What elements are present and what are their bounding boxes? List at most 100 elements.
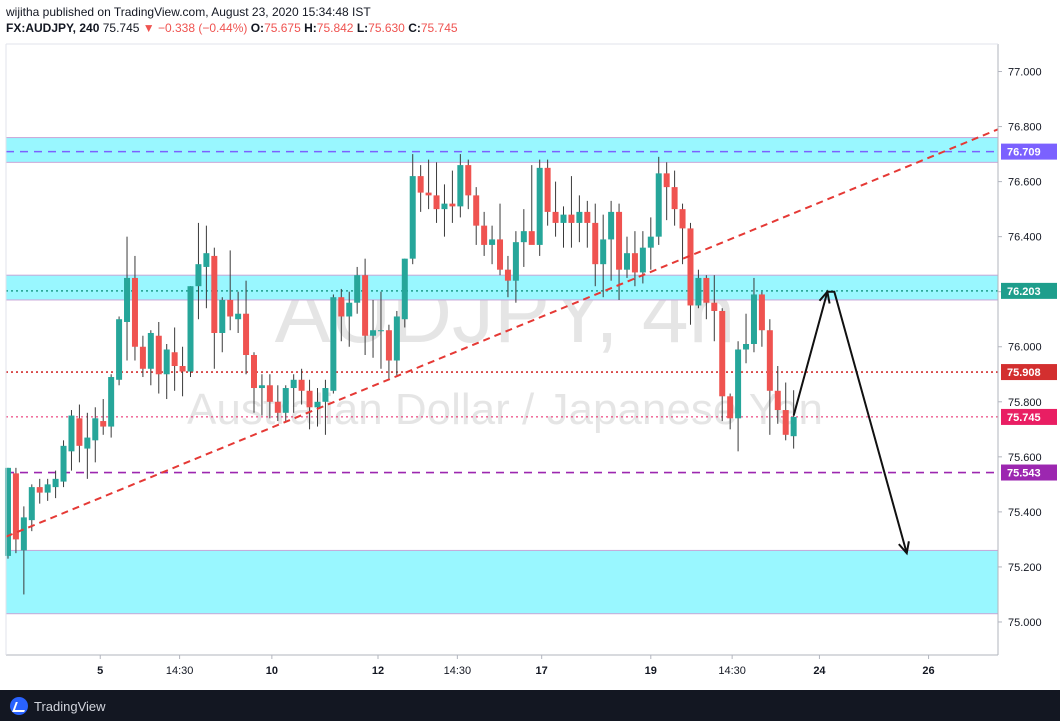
candle-body [227, 299, 234, 317]
candle-body [124, 277, 131, 322]
arrowhead-up [818, 289, 831, 304]
candle-body [116, 319, 123, 380]
price-tag-label: 76.203 [1007, 286, 1041, 298]
chart-area[interactable]: AUDJPY, 4h Australian Dollar / Japanese … [0, 0, 1060, 690]
support-resistance-zone [5, 274, 999, 301]
price-tag [1001, 282, 1057, 299]
candle-body [84, 437, 91, 449]
candle-body [576, 211, 583, 223]
close-label: C: [408, 21, 421, 35]
x-tick-label: 24 [813, 665, 826, 677]
candle-body [179, 366, 186, 372]
candle-body [504, 269, 511, 281]
candle-body [481, 225, 488, 245]
price-tag-label: 75.543 [1007, 468, 1041, 480]
price-tag-label: 76.709 [1007, 147, 1041, 159]
candle-body [68, 415, 75, 452]
candle-body [409, 176, 416, 259]
candle-body [758, 294, 765, 331]
x-tick-label: 10 [266, 665, 278, 677]
candle-body [155, 335, 162, 375]
y-tick-label: 75.400 [1008, 507, 1042, 519]
candle-body [623, 253, 630, 270]
candle-body [457, 165, 464, 207]
y-tick-label: 77.000 [1008, 67, 1042, 79]
trend-line [5, 128, 999, 538]
y-tick-label: 76.600 [1008, 177, 1042, 189]
candle-body [671, 187, 678, 210]
candle-body [560, 214, 567, 223]
x-tick-label: 12 [372, 665, 384, 677]
candle-body [592, 222, 599, 265]
candle-body [235, 313, 242, 320]
candle-body [36, 487, 43, 493]
candle-body [544, 167, 551, 212]
price-tag [1001, 364, 1057, 381]
candle-body [346, 302, 353, 317]
price-tag [1001, 408, 1057, 425]
tradingview-brand[interactable]: TradingView [10, 695, 106, 717]
candle-body [322, 388, 329, 402]
candle-body [497, 239, 504, 270]
candle-body [298, 379, 305, 391]
arrowhead-down [898, 541, 910, 556]
candle-body [108, 377, 115, 427]
brand-label: TradingView [34, 698, 106, 714]
price-change: ▼ −0.338 (−0.44%) [142, 21, 248, 35]
candle-body [20, 517, 27, 551]
candle-body [536, 167, 543, 245]
candle-body [679, 209, 686, 229]
candle-body [616, 211, 623, 270]
symbol-label: FX:AUDJPY, 240 [6, 21, 100, 35]
candle-body [92, 418, 99, 441]
candle-body [608, 211, 615, 240]
y-tick-label: 76.400 [1008, 232, 1042, 244]
price-tag [1001, 464, 1057, 481]
candle-body [735, 349, 742, 419]
candle-body [393, 316, 400, 361]
candle-body [401, 258, 408, 320]
candle-body [417, 176, 424, 193]
candle-body [433, 195, 440, 210]
last-price: 75.745 [102, 21, 140, 35]
watermark-description: Australian Dollar / Japanese Yen [187, 385, 823, 434]
candle-body [449, 203, 456, 207]
candle-body [243, 313, 250, 356]
candle-body [44, 484, 51, 493]
candle-body [330, 297, 337, 391]
candle-body [385, 330, 392, 361]
candle-body [719, 310, 726, 397]
price-tag [1001, 143, 1057, 160]
x-tick-label: 14:30 [444, 665, 472, 677]
candle-body [465, 165, 472, 196]
candle-body [370, 330, 377, 336]
support-resistance-zone [5, 137, 999, 163]
symbol-line: FX:AUDJPY, 240 75.745 ▼ −0.338 (−0.44%) … [6, 20, 1006, 36]
candle-body [520, 231, 527, 243]
candle-body [528, 231, 535, 245]
high-value: 75.842 [316, 21, 354, 35]
y-tick-label: 75.800 [1008, 397, 1042, 409]
y-tick-label: 76.800 [1008, 122, 1042, 134]
low-label: L: [356, 21, 369, 35]
candle-body [750, 294, 757, 344]
candle-body [219, 299, 226, 333]
candle-body [377, 330, 384, 332]
candle-body [639, 247, 646, 273]
candle-body [766, 330, 773, 391]
footer-bar: TradingView [0, 690, 1060, 721]
candle-body [774, 390, 781, 411]
candle-body [695, 277, 702, 306]
candle-body [203, 253, 210, 267]
x-tick-label: 19 [645, 665, 657, 677]
support-resistance-zone [5, 549, 999, 615]
candle-body [211, 255, 218, 333]
candle-body [251, 355, 257, 389]
y-tick-label: 75.200 [1008, 562, 1042, 574]
candle-body [60, 445, 67, 482]
candle-body [28, 487, 35, 521]
candle-body [631, 253, 638, 273]
price-tag-label: 75.745 [1007, 412, 1041, 424]
x-tick-label: 5 [97, 665, 103, 677]
candle-body [266, 385, 273, 402]
